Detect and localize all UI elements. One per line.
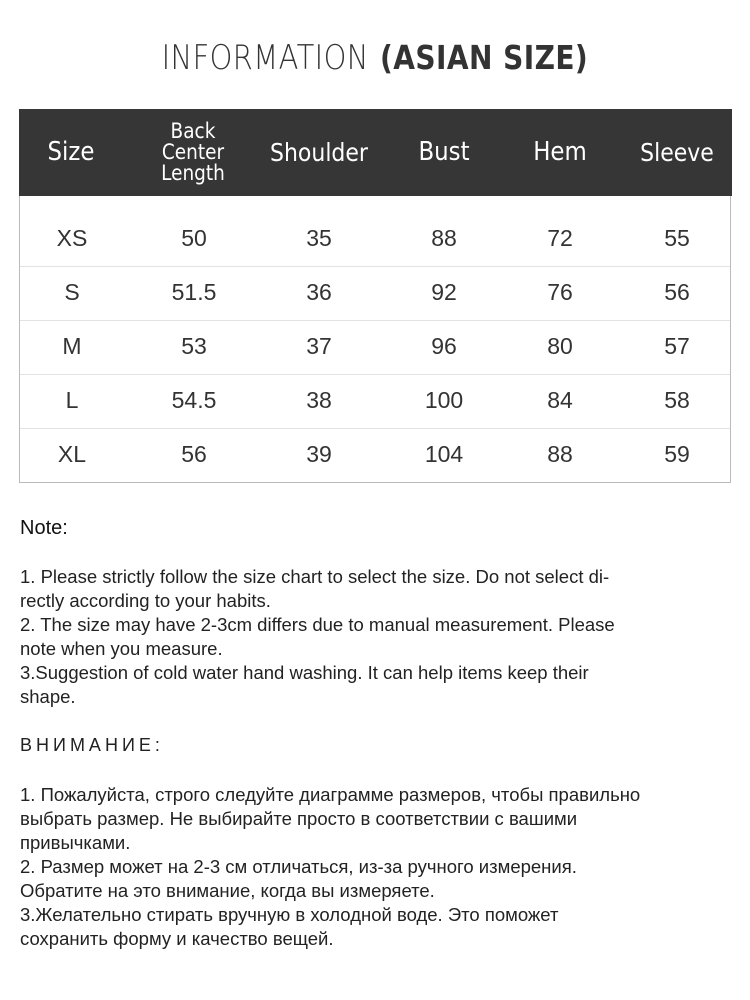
table-cell: 92	[431, 278, 457, 305]
header-shoulder: Shoulder	[270, 138, 368, 167]
table-cell: 56	[664, 278, 690, 305]
table-cell: 55	[664, 224, 690, 251]
title-light: INFORMATION	[161, 38, 370, 78]
header-back-center-length: Back Center Length	[138, 109, 247, 196]
table-row: L 54.5 38 100 84 58	[20, 372, 730, 429]
text-line: note when you measure.	[20, 638, 223, 659]
header-bust: Bust	[418, 137, 470, 167]
text-line: 1. Please strictly follow the size chart…	[20, 566, 610, 587]
table-cell: L	[65, 386, 79, 413]
text-line: Обратите на это внимание, когда вы измер…	[20, 880, 435, 901]
header-size: Size	[47, 137, 95, 167]
table-cell: 72	[547, 224, 573, 251]
header-line-2: Length	[161, 161, 225, 185]
table-cell: 35	[306, 224, 332, 251]
table-cell: 80	[547, 332, 573, 359]
table-cell: S	[64, 278, 80, 305]
text-line: 1. Пожалуйста, строго следуйте диаграмме…	[20, 784, 641, 805]
table-cell: 100	[424, 386, 464, 413]
table-row: S 51.5 36 92 76 56	[20, 264, 730, 321]
page-title: INFORMATION (ASIAN SIZE)	[0, 36, 750, 78]
text-line: 2. The size may have 2-3cm differs due t…	[20, 614, 615, 635]
table-cell: 84	[547, 386, 573, 413]
table-cell: 104	[424, 440, 464, 467]
text-line: shape.	[20, 686, 76, 707]
table-cell: XL	[57, 440, 87, 467]
title-bold: (ASIAN SIZE)	[379, 38, 589, 77]
text-line: 2. Размер может на 2-3 см отличаться, из…	[20, 856, 577, 877]
table-cell: 56	[181, 440, 207, 467]
header-line-1: Back Center	[161, 119, 225, 164]
text-line: rectly according to your habits.	[20, 590, 271, 611]
text-line: сохранить форму и качество вещей.	[20, 928, 334, 949]
text-line: привычками.	[20, 832, 131, 853]
table-cell: 51.5	[171, 278, 217, 305]
table-cell: 36	[306, 278, 332, 305]
table-row: XS 50 35 88 72 55	[20, 210, 730, 267]
table-cell: 50	[181, 224, 207, 251]
table-cell: XS	[56, 224, 88, 251]
table-cell: 88	[547, 440, 573, 467]
table-cell: 88	[431, 224, 457, 251]
note-heading: Note:	[20, 517, 68, 539]
header-sleeve: Sleeve	[640, 138, 714, 167]
text-line: 3.Suggestion of cold water hand washing.…	[20, 662, 589, 683]
table-cell: 53	[181, 332, 207, 359]
table-cell: 38	[306, 386, 332, 413]
table-cell: 96	[431, 332, 457, 359]
table-cell: 37	[306, 332, 332, 359]
size-table: Size Back Center Length Shoulder Bust He…	[19, 109, 732, 483]
text-line: 3.Желательно стирать вручную в холодной …	[20, 904, 559, 925]
table-row: XL 56 39 104 88 59	[20, 426, 730, 482]
table-cell: M	[62, 332, 82, 359]
note-text: 1. Please strictly follow the size chart…	[20, 565, 615, 709]
header-hem: Hem	[533, 137, 587, 167]
text-line: выбрать размер. Не выбирайте просто в со…	[20, 808, 578, 829]
table-cell: 39	[306, 440, 332, 467]
table-cell: 57	[664, 332, 690, 359]
table-row: M 53 37 96 80 57	[20, 318, 730, 375]
table-header: Size Back Center Length Shoulder Bust He…	[19, 109, 732, 196]
table-cell: 58	[664, 386, 690, 413]
table-cell: 59	[664, 440, 690, 467]
table-cell: 54.5	[171, 386, 217, 413]
table-cell: 76	[547, 278, 573, 305]
russian-text: 1. Пожалуйста, строго следуйте диаграмме…	[20, 783, 640, 951]
russian-heading: ВНИМАНИЕ:	[20, 735, 164, 755]
